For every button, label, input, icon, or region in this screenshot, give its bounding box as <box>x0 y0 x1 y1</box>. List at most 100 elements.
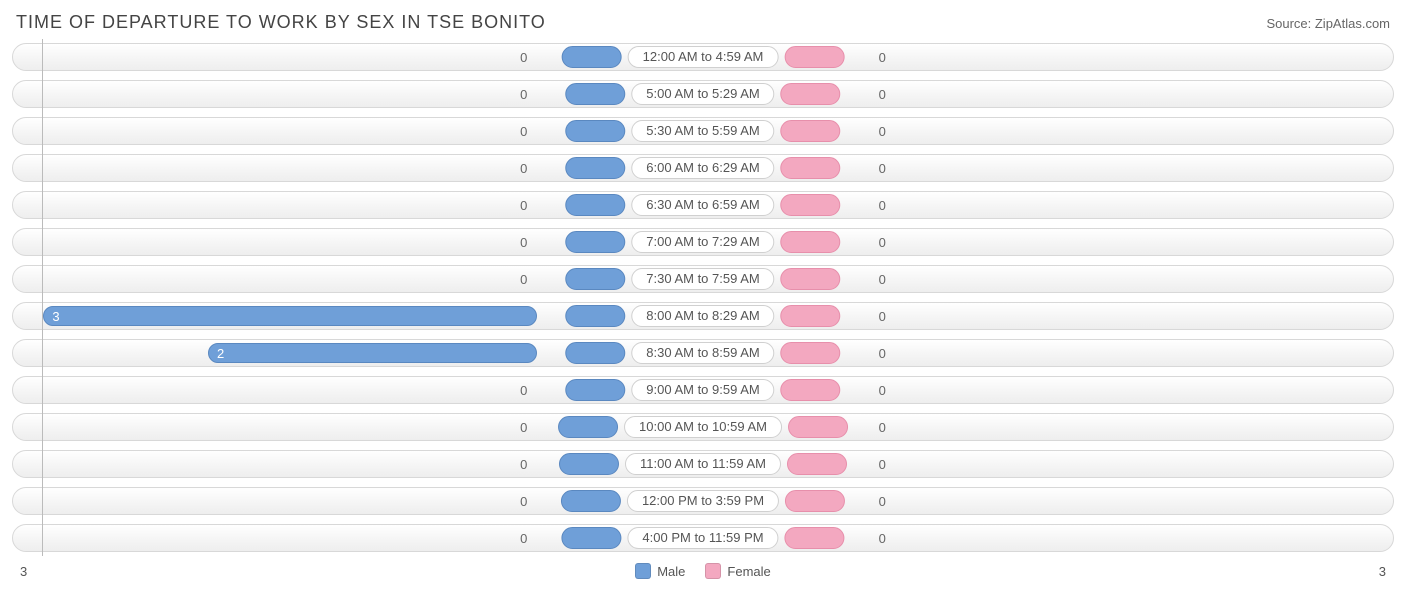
male-swatch <box>565 157 625 179</box>
female-swatch <box>785 490 845 512</box>
legend-item-male: Male <box>635 563 685 579</box>
female-swatch <box>784 46 844 68</box>
female-swatch <box>781 157 841 179</box>
row-center: 12:00 PM to 3:59 PM <box>561 490 845 512</box>
male-bar: 3 <box>43 306 537 326</box>
female-swatch <box>781 83 841 105</box>
chart-row: 11:00 AM to 11:59 AM00 <box>12 450 1394 478</box>
female-swatch <box>781 268 841 290</box>
row-center: 6:00 AM to 6:29 AM <box>565 157 840 179</box>
category-label: 5:00 AM to 5:29 AM <box>631 83 774 105</box>
chart-row: 4:00 PM to 11:59 PM 0 0 <box>12 524 1394 552</box>
legend-swatch-female <box>705 563 721 579</box>
row-center: 6:30 AM to 6:59 AM <box>565 194 840 216</box>
female-swatch <box>781 120 841 142</box>
row-center: 7:00 AM to 7:29 AM <box>565 231 840 253</box>
legend: Male Female <box>635 563 771 579</box>
row-center: 4:00 PM to 11:59 PM <box>561 527 844 549</box>
male-swatch <box>565 120 625 142</box>
axis-max-left: 3 <box>20 564 27 579</box>
category-label: 8:30 AM to 8:59 AM <box>631 342 774 364</box>
female-value: 0 <box>879 488 886 514</box>
male-swatch <box>565 194 625 216</box>
female-swatch <box>781 194 841 216</box>
male-value: 0 <box>520 44 527 70</box>
row-center: 8:00 AM to 8:29 AM <box>565 305 840 327</box>
male-swatch <box>565 83 625 105</box>
male-bar: 2 <box>208 343 537 363</box>
female-value: 0 <box>879 155 886 181</box>
male-value: 0 <box>520 229 527 255</box>
female-value: 0 <box>879 525 886 551</box>
row-center: 11:00 AM to 11:59 AM <box>559 453 847 475</box>
male-swatch <box>565 231 625 253</box>
axis-max-right: 3 <box>1379 564 1386 579</box>
legend-item-female: Female <box>705 563 770 579</box>
legend-label-female: Female <box>727 564 770 579</box>
female-value: 0 <box>879 340 886 366</box>
female-swatch <box>785 527 845 549</box>
chart-row: 12:00 PM to 3:59 PM 0 0 <box>12 487 1394 515</box>
chart-row: 8:00 AM to 8:29 AM30 <box>12 302 1394 330</box>
category-label: 6:30 AM to 6:59 AM <box>631 194 774 216</box>
chart-title: TIME OF DEPARTURE TO WORK BY SEX IN TSE … <box>16 12 546 33</box>
male-value: 0 <box>520 488 527 514</box>
legend-swatch-male <box>635 563 651 579</box>
male-swatch <box>561 527 621 549</box>
female-swatch <box>781 231 841 253</box>
chart-row: 8:30 AM to 8:59 AM 2 0 <box>12 339 1394 367</box>
male-value: 0 <box>520 192 527 218</box>
female-swatch <box>781 379 841 401</box>
legend-label-male: Male <box>657 564 685 579</box>
category-label: 11:00 AM to 11:59 AM <box>625 453 781 475</box>
row-center: 10:00 AM to 10:59 AM <box>558 416 848 438</box>
male-swatch <box>559 453 619 475</box>
chart-row: 12:00 AM to 4:59 AM00 <box>12 43 1394 71</box>
female-value: 0 <box>879 377 886 403</box>
category-label: 7:00 AM to 7:29 AM <box>631 231 774 253</box>
diverging-bar-chart: 12:00 AM to 4:59 AM 0 0 5:00 AM to 5:29 AM 0… <box>12 43 1394 552</box>
row-center: 12:00 AM to 4:59 AM <box>562 46 845 68</box>
female-swatch <box>781 342 841 364</box>
chart-row: 6:00 AM to 6:29 AM 0 0 <box>12 154 1394 182</box>
header: TIME OF DEPARTURE TO WORK BY SEX IN TSE … <box>12 12 1394 33</box>
chart-row: 7:00 AM to 7:29 AM 0 0 <box>12 228 1394 256</box>
male-value: 0 <box>520 377 527 403</box>
female-value: 0 <box>879 192 886 218</box>
female-value: 0 <box>879 81 886 107</box>
female-swatch <box>787 453 847 475</box>
category-label: 8:00 AM to 8:29 AM <box>631 305 774 327</box>
female-value: 0 <box>879 266 886 292</box>
male-value: 0 <box>520 155 527 181</box>
male-swatch <box>565 379 625 401</box>
row-center: 5:00 AM to 5:29 AM <box>565 83 840 105</box>
male-swatch <box>565 342 625 364</box>
row-center: 5:30 AM to 5:59 AM <box>565 120 840 142</box>
row-center: 8:30 AM to 8:59 AM <box>565 342 840 364</box>
female-value: 0 <box>879 414 886 440</box>
male-value: 0 <box>520 266 527 292</box>
female-swatch <box>781 305 841 327</box>
chart-row: 5:00 AM to 5:29 AM00 <box>12 80 1394 108</box>
category-label: 6:00 AM to 6:29 AM <box>631 157 774 179</box>
female-value: 0 <box>879 451 886 477</box>
chart-footer: 3 Male Female 3 <box>12 561 1394 579</box>
chart-row: 10:00 AM to 10:59 AM 0 0 <box>12 413 1394 441</box>
category-label: 7:30 AM to 7:59 AM <box>631 268 774 290</box>
male-swatch <box>565 268 625 290</box>
chart-row: 5:30 AM to 5:59 AM00 <box>12 117 1394 145</box>
chart-row: 6:30 AM to 6:59 AM 0 0 <box>12 191 1394 219</box>
male-value: 0 <box>520 414 527 440</box>
category-label: 12:00 AM to 4:59 AM <box>628 46 779 68</box>
category-label: 12:00 PM to 3:59 PM <box>627 490 779 512</box>
female-value: 0 <box>879 229 886 255</box>
row-center: 7:30 AM to 7:59 AM <box>565 268 840 290</box>
male-value: 0 <box>520 525 527 551</box>
male-swatch <box>558 416 618 438</box>
left-axis-line <box>42 39 43 556</box>
category-label: 4:00 PM to 11:59 PM <box>627 527 778 549</box>
female-swatch <box>788 416 848 438</box>
category-label: 9:00 AM to 9:59 AM <box>631 379 774 401</box>
chart-row: 9:00 AM to 9:59 AM 0 0 <box>12 376 1394 404</box>
female-value: 0 <box>879 118 886 144</box>
